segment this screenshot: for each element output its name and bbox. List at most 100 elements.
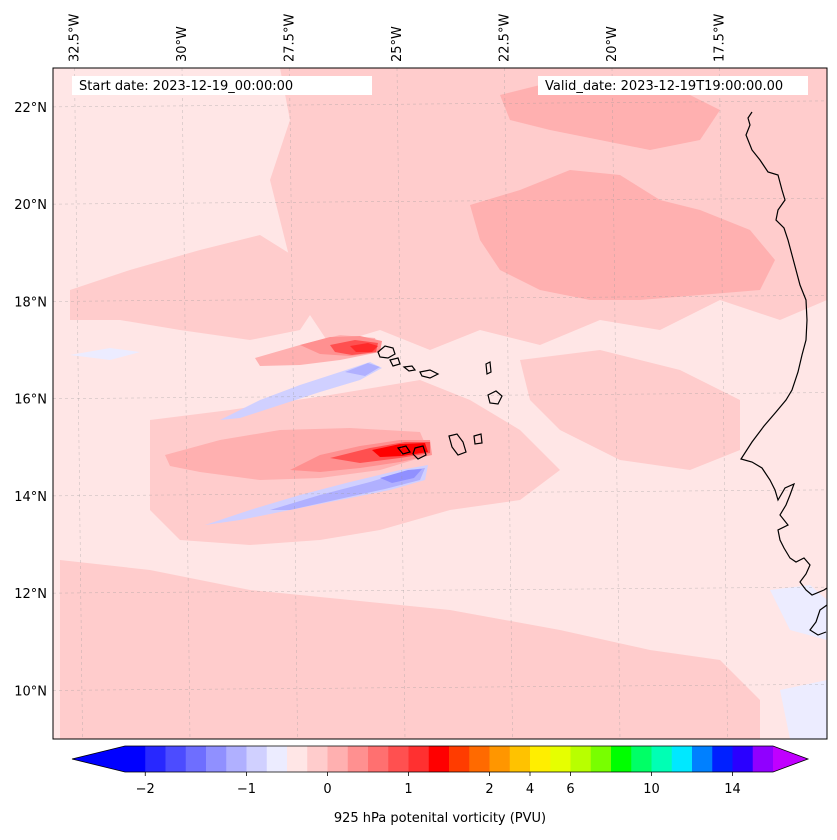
colorbar-swatch xyxy=(287,746,308,772)
island-brava xyxy=(396,445,411,455)
colorbar-swatch xyxy=(449,746,470,772)
colorbar-swatch xyxy=(469,746,490,772)
colorbar-tick-label: 10 xyxy=(643,782,660,797)
colorbar-swatch xyxy=(530,746,551,772)
contour-mid-pink-top xyxy=(500,78,720,150)
contour-neg-west-patch xyxy=(70,348,140,360)
colorbar-tick-label: −1 xyxy=(237,782,256,797)
colorbar-swatch xyxy=(145,746,166,772)
valid-date-label: Valid_date: 2023-12-19T19:00:00.00 xyxy=(545,79,783,94)
lat-tick-label: 12°N xyxy=(14,587,47,602)
colorbar-outline xyxy=(71,745,810,773)
colorbar-swatch xyxy=(671,746,693,772)
colorbar-tick-label: 0 xyxy=(323,782,331,797)
colorbar-swatch xyxy=(347,746,369,772)
colorbar-tick-label: 1 xyxy=(404,782,412,797)
colorbar-tick-label: −2 xyxy=(136,782,155,797)
longitude-tick-labels: 32.5°W 30°W 27.5°W 25°W 22.5°W 20°W 17.5°W xyxy=(68,14,728,62)
meridian-line xyxy=(396,68,406,739)
contour-low-pink-west xyxy=(70,235,320,340)
colorbar-swatch xyxy=(489,746,511,772)
lon-tick-label: 20°W xyxy=(605,26,620,62)
island-maio xyxy=(473,433,483,445)
meridian-line xyxy=(181,68,191,739)
colorbar-swatch xyxy=(509,746,531,772)
meridian-line xyxy=(504,68,513,739)
contour-neg-streak-s xyxy=(205,465,428,525)
colorbar-swatch xyxy=(570,746,592,772)
colorbar-swatch xyxy=(692,746,713,772)
island-santiago xyxy=(448,433,467,456)
colorbar-tick-label: 14 xyxy=(724,782,741,797)
colorbar-swatch xyxy=(165,746,187,772)
colorbar-swatch xyxy=(590,746,612,772)
lat-tick-label: 14°N xyxy=(14,490,47,505)
colorbar-swatch xyxy=(611,746,632,772)
colorbar-swatch xyxy=(125,746,146,772)
lon-tick-label: 27.5°W xyxy=(283,14,298,62)
lat-tick-label: 16°N xyxy=(14,393,47,408)
colorbar-swatch xyxy=(408,746,430,772)
island-sao-nicolau-2 xyxy=(419,369,440,379)
contour-mid-pink-northeast xyxy=(470,170,775,300)
coastline-africa-south xyxy=(809,604,827,636)
contour-neg-streak-s-peak xyxy=(380,469,422,483)
colorbar-swatch xyxy=(266,746,288,772)
colorbar-swatch xyxy=(712,746,733,772)
map-frame xyxy=(52,67,828,740)
colorbar-swatch xyxy=(388,746,409,772)
meridian-line xyxy=(611,68,621,739)
contour-low-pink-east xyxy=(520,350,740,470)
colorbar-tick-label: 6 xyxy=(566,782,574,797)
colorbar-swatch xyxy=(327,746,349,772)
island-santo-antao xyxy=(377,345,396,359)
lon-tick-label: 22.5°W xyxy=(498,14,513,62)
island-sal xyxy=(485,361,492,375)
meridian-line xyxy=(289,68,298,739)
colorbar-swatch xyxy=(631,746,652,772)
colorbar-tick-labels: −2 −1 0 1 2 4 6 10 14 xyxy=(136,772,741,797)
coastlines xyxy=(377,111,827,636)
island-fogo xyxy=(412,445,427,460)
start-date-box xyxy=(72,76,372,95)
island-boa-vista xyxy=(487,390,503,405)
lon-tick-label: 17.5°W xyxy=(713,14,728,62)
contour-streak-n-peak xyxy=(350,343,378,352)
colorbar-swatch xyxy=(732,746,754,772)
colorbar-tick-label: 2 xyxy=(485,782,493,797)
contour-neg-streak-n-core xyxy=(345,363,380,376)
contour-fields xyxy=(60,68,827,739)
colorbar-label: 925 hPa potenital vorticity (PVU) xyxy=(334,811,546,826)
lon-tick-label: 32.5°W xyxy=(68,14,83,62)
coastline-africa xyxy=(740,111,827,596)
latitude-tick-labels: 22°N 20°N 18°N 16°N 14°N 12°N 10°N xyxy=(14,101,47,699)
contour-low-pink-south xyxy=(60,560,760,739)
colorbar-swatch xyxy=(185,746,207,772)
valid-date-box xyxy=(538,76,808,95)
contour-neg-southeast-patch xyxy=(780,680,827,739)
contour-neg-streak-n xyxy=(220,362,382,420)
colorbar xyxy=(71,745,810,773)
island-sao-nicolau xyxy=(402,365,417,372)
colorbar-swatch xyxy=(550,746,571,772)
graticule xyxy=(53,68,827,739)
meridian-line xyxy=(719,68,728,739)
colorbar-swatch xyxy=(246,746,268,772)
colorbar-tick-label: 4 xyxy=(526,782,534,797)
colorbar-swatch xyxy=(428,746,450,772)
lon-tick-label: 30°W xyxy=(175,26,190,62)
colorbar-swatch xyxy=(226,746,247,772)
lat-tick-label: 18°N xyxy=(14,295,47,310)
island-sao-vicente xyxy=(389,357,401,367)
meridian-line xyxy=(74,68,83,739)
colorbar-over-arrow xyxy=(773,746,808,772)
colorbar-swatch xyxy=(307,746,328,772)
colorbar-swatch xyxy=(752,746,774,772)
colorbar-swatch xyxy=(368,746,389,772)
colorbar-under-arrow xyxy=(72,746,125,772)
lat-tick-label: 10°N xyxy=(14,684,47,699)
lat-tick-label: 20°N xyxy=(14,198,47,213)
start-date-label: Start date: 2023-12-19_00:00:00 xyxy=(79,79,293,94)
